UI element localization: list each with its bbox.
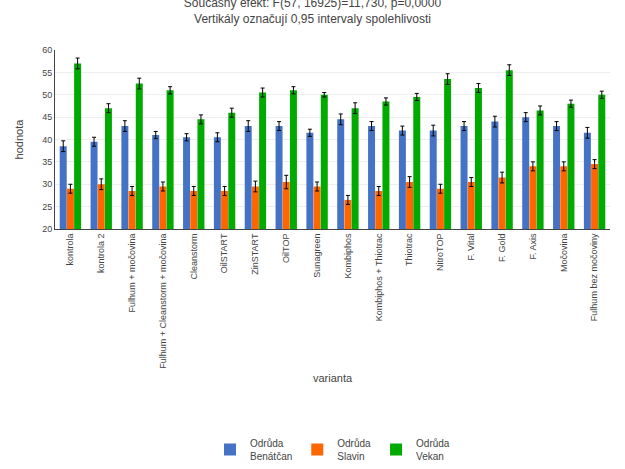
svg-text:25: 25 xyxy=(42,202,52,212)
svg-text:Fulhum bez močoviny: Fulhum bez močoviny xyxy=(590,233,600,321)
svg-text:Cleanstorm: Cleanstorm xyxy=(189,234,199,280)
svg-text:Sunagreen: Sunagreen xyxy=(312,234,322,278)
svg-text:hodnota: hodnota xyxy=(13,119,25,160)
svg-text:varianta: varianta xyxy=(313,372,353,384)
svg-text:NitroTOP: NitroTOP xyxy=(435,234,445,271)
svg-text:Současný efekt: F(57, 16925)=1: Současný efekt: F(57, 16925)=11,730, p=0… xyxy=(184,0,442,26)
svg-text:45: 45 xyxy=(42,112,52,122)
svg-text:Kombiphos: Kombiphos xyxy=(343,233,353,279)
svg-text:OdrůdaVekan: OdrůdaVekan xyxy=(416,438,450,462)
svg-text:OdrůdaBenátčan: OdrůdaBenátčan xyxy=(250,438,292,462)
svg-text:F. Axis: F. Axis xyxy=(528,233,538,260)
svg-text:kontrola 2: kontrola 2 xyxy=(96,234,106,274)
svg-text:35: 35 xyxy=(42,157,52,167)
svg-text:kontrola: kontrola xyxy=(65,234,75,266)
svg-text:Močovina: Močovina xyxy=(559,234,569,273)
svg-text:50: 50 xyxy=(42,90,52,100)
svg-text:Thiotrac: Thiotrac xyxy=(405,233,415,266)
svg-text:OilTOP: OilTOP xyxy=(281,234,291,263)
svg-text:F. Gold: F. Gold xyxy=(497,234,507,263)
svg-text:Fulhum + Cleanstorm + močovina: Fulhum + Cleanstorm + močovina xyxy=(158,234,168,369)
svg-text:Kombiphos + Thiotrac: Kombiphos + Thiotrac xyxy=(374,233,384,321)
svg-text:ZinSTART: ZinSTART xyxy=(250,233,260,275)
svg-text:20: 20 xyxy=(42,224,52,234)
svg-text:OilSTART: OilSTART xyxy=(220,233,230,273)
svg-text:F. Vital: F. Vital xyxy=(466,234,476,261)
svg-text:30: 30 xyxy=(42,179,52,189)
svg-text:Fulhum + močovina: Fulhum + močovina xyxy=(127,234,137,313)
svg-text:OdrůdaSlavin: OdrůdaSlavin xyxy=(337,438,371,462)
svg-text:60: 60 xyxy=(42,45,52,55)
svg-text:55: 55 xyxy=(42,68,52,78)
svg-text:40: 40 xyxy=(42,135,52,145)
